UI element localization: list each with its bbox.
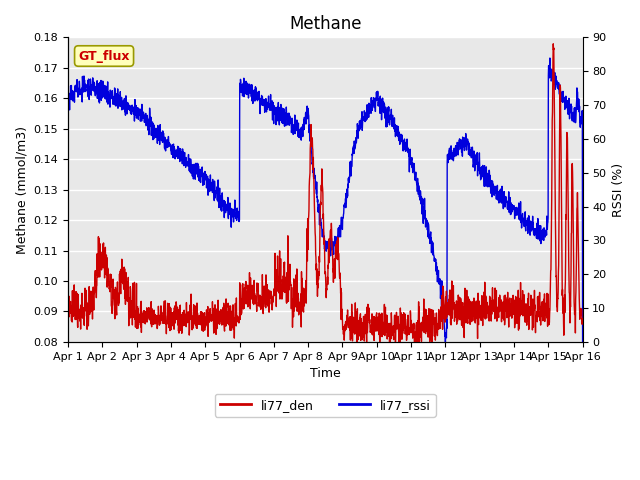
li77_den <box>470 311 477 317</box>
Line: li77_rssi: li77_rssi <box>68 58 582 342</box>
li77_den <box>579 320 586 326</box>
li77_rssi <box>64 97 72 103</box>
Line: li77_den: li77_den <box>68 44 582 342</box>
Y-axis label: RSSI (%): RSSI (%) <box>612 163 625 216</box>
li77_rssi <box>470 162 477 168</box>
li77_den <box>549 41 557 47</box>
li77_den <box>314 270 322 276</box>
li77_rssi <box>90 89 98 95</box>
li77_den <box>64 303 72 309</box>
li77_rssi <box>564 100 572 106</box>
li77_rssi <box>442 339 449 345</box>
li77_den <box>564 174 572 180</box>
Text: GT_flux: GT_flux <box>78 49 130 62</box>
li77_rssi <box>301 119 308 124</box>
li77_rssi <box>579 339 586 345</box>
li77_rssi <box>564 111 572 117</box>
Title: Methane: Methane <box>289 15 362 33</box>
X-axis label: Time: Time <box>310 367 340 380</box>
li77_den <box>564 205 572 211</box>
li77_den <box>90 290 98 296</box>
Legend: li77_den, li77_rssi: li77_den, li77_rssi <box>214 394 436 417</box>
Y-axis label: Methane (mmol/m3): Methane (mmol/m3) <box>15 126 28 253</box>
li77_den <box>301 286 308 292</box>
li77_den <box>353 339 361 345</box>
li77_rssi <box>314 204 322 210</box>
li77_rssi <box>546 55 554 61</box>
